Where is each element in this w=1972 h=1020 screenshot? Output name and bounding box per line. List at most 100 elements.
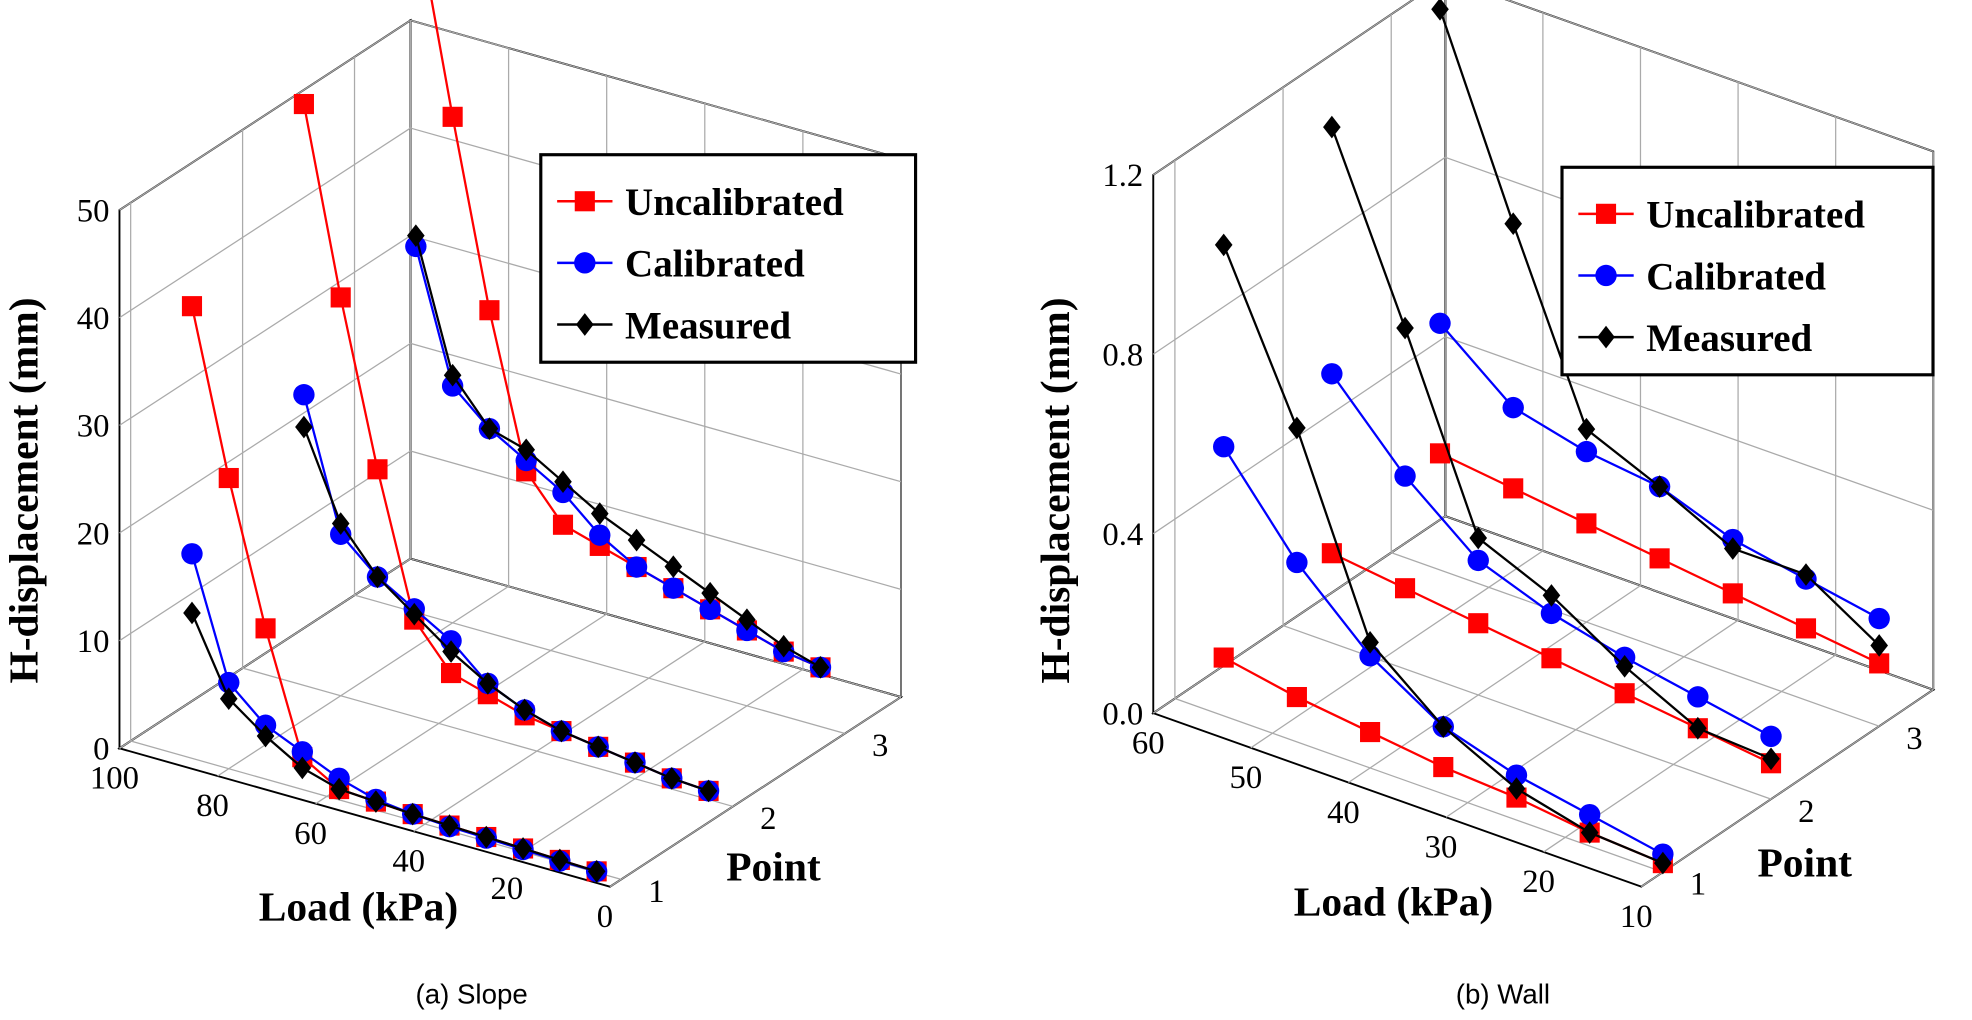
marker [1360,721,1381,743]
legend-label: Uncalibrated [625,181,844,224]
grid-line [511,668,804,860]
grid-line [1445,336,1934,511]
grid-line [242,667,734,808]
marker [1722,583,1743,604]
legend-marker [1595,203,1617,224]
marker [368,565,387,589]
marker [662,767,681,790]
marker [1321,363,1343,385]
marker [1576,513,1597,534]
x-tick-label: 30 [1425,829,1458,865]
legend-box [1560,165,1935,377]
marker [1505,764,1528,786]
marker [1795,618,1817,639]
grid-line [119,235,411,426]
marker [1687,686,1709,708]
marker [1433,757,1454,778]
marker [1689,716,1707,740]
marker [1578,803,1601,826]
z-tick-label: 0 [93,732,109,768]
marker [1359,645,1381,667]
marker [589,524,611,546]
left-wall [1152,0,1447,715]
caption: (b) Wall [1456,979,1550,1010]
grid-line [119,450,411,642]
marker [554,470,572,494]
marker [1869,653,1890,674]
series-line [190,612,597,873]
grid-line [1640,689,1934,888]
marker [1394,465,1416,487]
grid-line [119,342,411,534]
series-line [414,235,822,669]
legend-label: Calibrated [1646,255,1826,298]
marker [515,698,534,722]
marker [1396,316,1414,340]
legend-marker [574,191,595,212]
floor [117,557,904,888]
grid-line [1445,619,1739,818]
marker [403,802,422,826]
z-axis-title: H-displacement (mm) [1032,297,1079,683]
grid-line [1152,0,1414,176]
grid-line [119,558,411,749]
x-tick-label: 50 [1229,760,1262,796]
z-tick-label: 20 [77,516,110,552]
marker [218,467,239,489]
legend-box [539,153,918,364]
marker [662,577,685,599]
grid-line [609,696,902,888]
marker [1394,578,1416,599]
marker [1288,416,1306,440]
grid-line [1152,156,1446,355]
marker [1504,212,1523,236]
left-wall [118,18,412,751]
y-axis-title: Point [726,843,821,889]
grid-line [1282,624,1772,800]
grid-line [1505,0,1934,153]
marker [293,384,315,406]
marker [1468,613,1489,634]
marker [1762,747,1780,771]
marker [255,618,276,639]
z-tick-label: 0.8 [1102,338,1143,374]
marker [479,300,500,321]
z-tick-label: 0.4 [1102,517,1143,553]
marker [477,825,496,849]
marker [1542,584,1561,607]
x-tick-label: 20 [1522,864,1555,900]
marker [1614,683,1635,704]
marker [1429,312,1451,334]
marker [1214,233,1233,257]
marker [367,459,388,480]
marker [1649,548,1670,569]
x-tick-label: 40 [392,844,425,880]
grid-line [119,19,411,211]
x-axis-title: Load (kPa) [1294,879,1493,926]
series-line [302,394,709,792]
caption: (a) Slope [416,979,528,1010]
x-tick-label: 0 [597,899,613,935]
grid-line [1152,515,1446,714]
series-line [1222,446,1664,856]
grid-line [354,594,846,735]
x-tick-label: 80 [196,788,229,824]
marker [1577,417,1596,441]
marker [1797,563,1815,586]
grid-line [1250,550,1544,749]
grid-line [119,127,411,319]
x-tick-label: 60 [294,816,327,852]
marker [181,543,203,565]
z-tick-label: 30 [77,409,110,445]
z-tick-label: 50 [77,193,110,229]
marker [664,555,683,578]
x-tick-label: 20 [490,871,523,907]
marker [442,106,463,127]
marker [440,662,462,684]
series-line [190,553,597,873]
grid-line [1348,585,1641,784]
marker [1615,655,1634,678]
marker [1870,634,1888,657]
marker [1213,436,1235,458]
